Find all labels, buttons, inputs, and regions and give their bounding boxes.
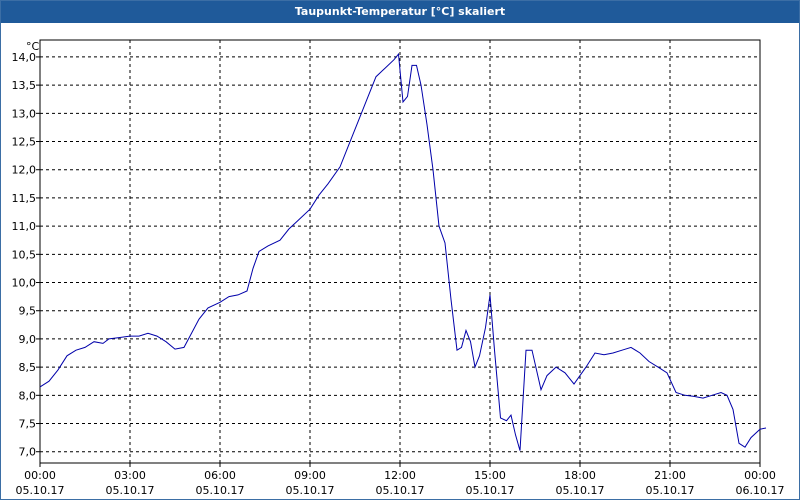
y-tick-label: 12,5 [12, 136, 37, 149]
window-title: Taupunkt-Temperatur [°C] skaliert [1, 1, 799, 23]
y-tick-label: 8,5 [19, 361, 37, 374]
x-tick-time: 00:00 [24, 469, 56, 482]
x-tick-date: 06.10.17 [736, 484, 785, 497]
x-tick-date: 05.10.17 [16, 484, 65, 497]
plot-frame [39, 39, 761, 464]
x-tick-date: 05.10.17 [466, 484, 515, 497]
x-tick-time: 15:00 [474, 469, 506, 482]
dew-point-line [39, 52, 767, 451]
y-tick-label: 9,5 [19, 305, 37, 318]
y-tick-label: 7,5 [19, 418, 37, 431]
y-tick-label: 9,0 [19, 333, 37, 346]
x-tick-time: 06:00 [204, 469, 236, 482]
y-tick-label: 13,0 [12, 107, 37, 120]
y-tick-label: 14,0 [12, 51, 37, 64]
axes [36, 39, 761, 467]
x-tick-time: 12:00 [384, 469, 416, 482]
y-tick-label: 7,0 [19, 446, 37, 459]
grid [40, 40, 760, 463]
series [39, 52, 767, 451]
x-tick-time: 00:00 [744, 469, 776, 482]
x-tick-date: 05.10.17 [106, 484, 155, 497]
x-tick-date: 05.10.17 [646, 484, 695, 497]
x-tick-time: 09:00 [294, 469, 326, 482]
y-tick-label: 10,5 [12, 248, 37, 261]
y-tick-label: 11,5 [12, 192, 37, 205]
x-tick-date: 05.10.17 [286, 484, 335, 497]
x-tick-time: 21:00 [654, 469, 686, 482]
x-tick-time: 18:00 [564, 469, 596, 482]
y-tick-label: 8,0 [19, 389, 37, 402]
x-tick-date: 05.10.17 [376, 484, 425, 497]
y-tick-label: 11,0 [12, 220, 37, 233]
x-tick-date: 05.10.17 [196, 484, 245, 497]
x-tick-date: 05.10.17 [556, 484, 605, 497]
tick-labels: 7,0 7,5 8,0 8,5 9,0 9,5 10,0 10,5 11,0 11,5 12,0 12… [12, 40, 785, 497]
y-axis-unit-label: °C [26, 40, 40, 53]
y-tick-label: 12,0 [12, 164, 37, 177]
y-tick-label: 13,5 [12, 79, 37, 92]
y-tick-label: 10,0 [12, 277, 37, 290]
x-tick-time: 03:00 [114, 469, 146, 482]
